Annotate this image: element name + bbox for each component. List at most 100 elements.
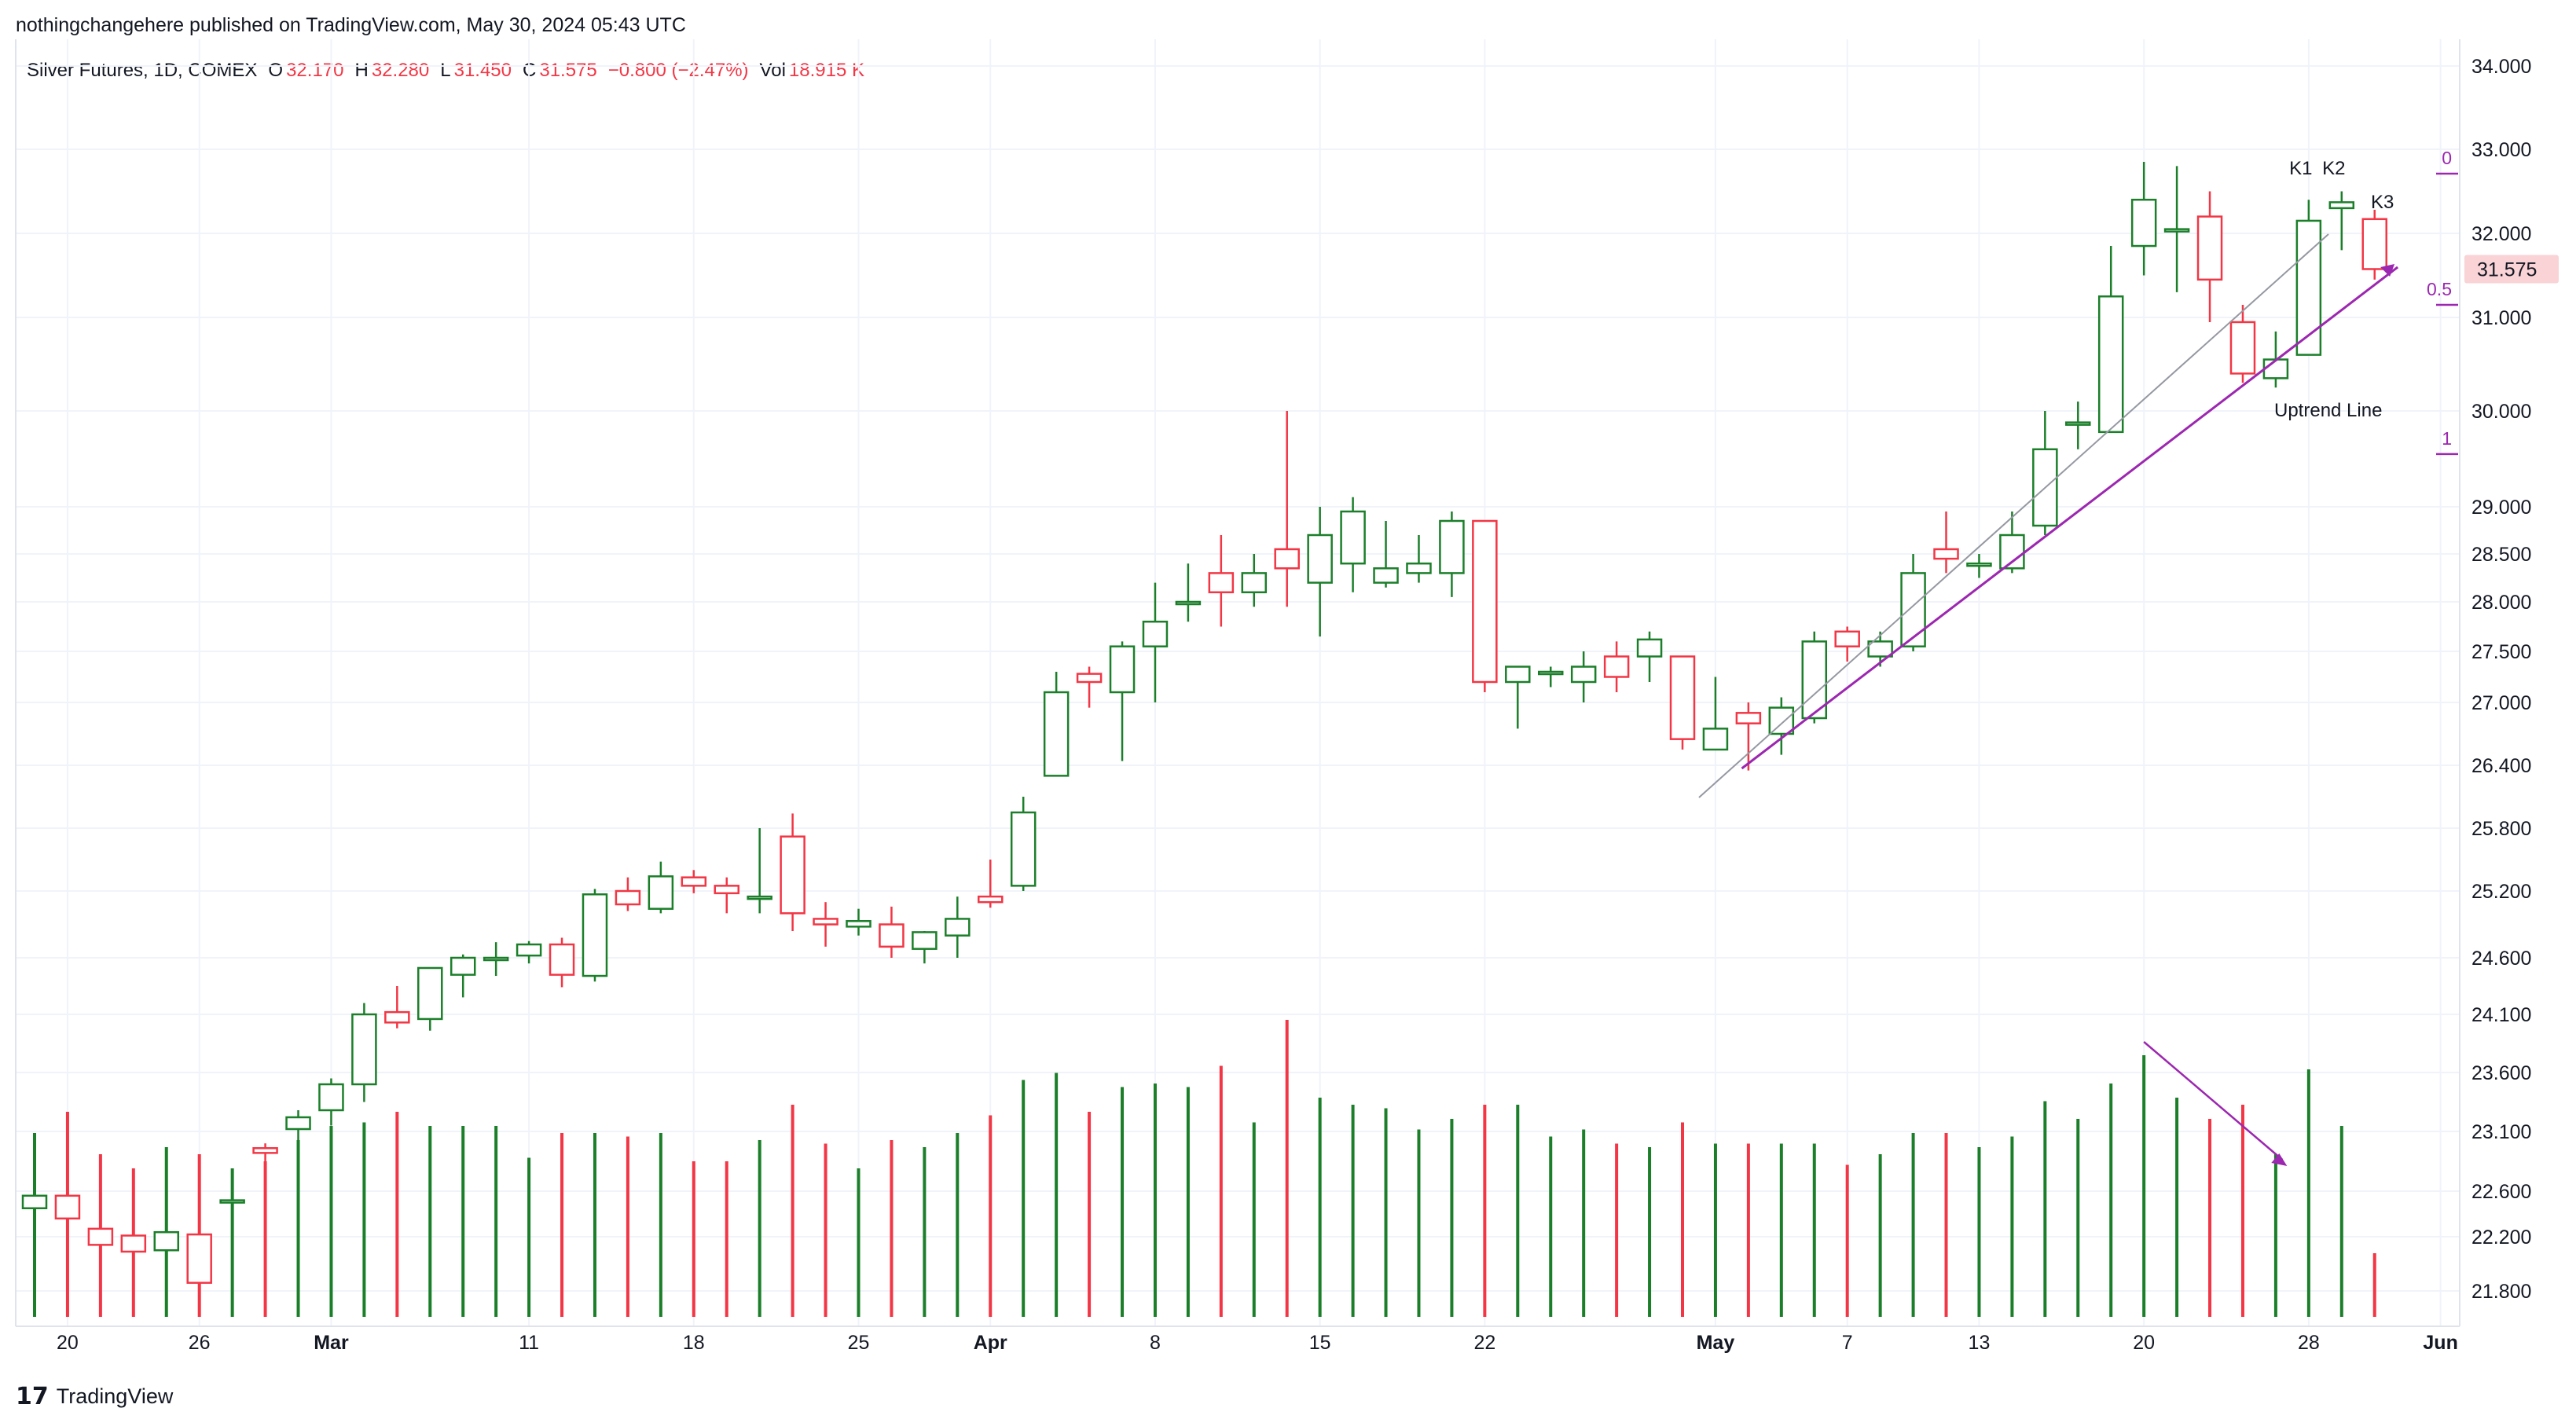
time-tick-label: Mar [314, 1332, 349, 1354]
price-tick-label: 34.000 [2471, 56, 2531, 78]
price-tick-label: 28.500 [2471, 544, 2531, 566]
time-tick-label: 22 [1473, 1332, 1495, 1354]
time-tick-label: 25 [848, 1332, 870, 1354]
time-tick-label: May [1697, 1332, 1735, 1354]
symbol-legend: Silver Futures, 1D, COMEX O 32.170 H 32.280 L… [27, 60, 868, 82]
time-tick-label: 20 [57, 1332, 79, 1354]
last-price-tag [2464, 255, 2559, 284]
candle-body [450, 956, 476, 976]
candle-body [1603, 655, 1630, 678]
time-tick-label: 28 [2298, 1332, 2320, 1354]
volume-label: Vol [759, 60, 786, 81]
tradingview-logo-icon[interactable]: 17 [16, 1383, 49, 1410]
candle-body [1537, 670, 1564, 676]
time-tick-label: Apr [974, 1332, 1007, 1354]
candle-body [1867, 640, 1893, 658]
volume-arrowhead [2271, 1153, 2288, 1166]
high-value: 32.280 [371, 60, 430, 81]
candle-body [1505, 666, 1531, 684]
candle-body [1768, 706, 1795, 735]
candle-body [747, 895, 772, 900]
candle-body [219, 1199, 245, 1204]
candle-body [1900, 572, 1926, 647]
uptrend-label: Uptrend Line [2274, 400, 2382, 421]
price-tick-label: 22.600 [2471, 1181, 2531, 1203]
trend-line-thin [1698, 233, 2329, 798]
candle-body [417, 966, 443, 1021]
price-tick-label: 23.100 [2471, 1121, 2531, 1143]
candle-body [1439, 519, 1465, 574]
time-tick-label: 26 [189, 1332, 211, 1354]
candle-body [681, 876, 707, 887]
tradingview-brand[interactable]: TradingView [56, 1384, 174, 1408]
candle-body [2229, 321, 2256, 375]
publisher-header: nothingchangehere published on TradingVi… [16, 14, 686, 36]
open-value: 32.170 [286, 60, 344, 81]
candle-body [1834, 630, 1860, 647]
candle-body [318, 1083, 344, 1112]
candle-body [186, 1233, 212, 1284]
candle-body [1669, 655, 1696, 740]
candle-body [1010, 811, 1037, 887]
candle-body [2328, 201, 2355, 210]
candle-body [1208, 572, 1235, 594]
open-label: O [268, 60, 284, 81]
candle-label: K2 [2322, 158, 2345, 179]
candle-body [483, 956, 509, 962]
price-tick-label: 21.800 [2471, 1281, 2531, 1303]
price-tick-label: 23.600 [2471, 1062, 2531, 1084]
volume-value: 18.915 K [788, 60, 865, 81]
price-tick-label: 28.000 [2471, 592, 2531, 614]
candle-body [384, 1010, 410, 1024]
candle-body [2295, 219, 2322, 356]
candle-body [2196, 215, 2223, 281]
candle-body [120, 1234, 147, 1253]
candle-body [1175, 600, 1202, 606]
candle-body [516, 943, 542, 957]
candle-body [1406, 562, 1432, 574]
candle-body [2065, 421, 2091, 426]
candle-body [351, 1013, 377, 1086]
fib-level-label: 1 [2442, 428, 2452, 449]
uptrend-arrowhead [2380, 264, 2395, 277]
candle-body [912, 931, 938, 950]
price-tick-label: 32.000 [2471, 223, 2531, 245]
candle-body [1076, 673, 1103, 684]
price-tick-label: 26.400 [2471, 755, 2531, 777]
candle-body [87, 1227, 114, 1246]
time-tick-label: 13 [1969, 1332, 1991, 1354]
candle-body [945, 918, 971, 937]
candle-body [2262, 358, 2289, 380]
last-price-value: 31.575 [2477, 258, 2537, 280]
price-tick-label: 24.100 [2471, 1004, 2531, 1026]
candle-body [1043, 691, 1070, 777]
fib-level-label: 0 [2442, 148, 2452, 168]
candle-body [1636, 638, 1663, 658]
candle-body [1307, 534, 1333, 584]
candle-body [582, 893, 608, 977]
price-tick-label: 22.200 [2471, 1226, 2531, 1248]
candle-body [549, 943, 575, 976]
candle-label: K3 [2371, 192, 2394, 213]
candle-body [1702, 728, 1729, 751]
candle-body [714, 885, 739, 895]
symbol-name[interactable]: Silver Futures, 1D, COMEX [27, 60, 258, 81]
close-value: 31.575 [539, 60, 597, 81]
candle-body [1966, 562, 1992, 567]
volume-trend-arrow [2143, 1041, 2284, 1160]
candle-body [285, 1116, 311, 1131]
candle-body [813, 918, 838, 926]
candle-body [978, 895, 1004, 904]
candle-body [1109, 645, 1136, 694]
time-tick-label: Jun [2423, 1332, 2457, 1354]
candle-body [1472, 519, 1498, 684]
price-tick-label: 27.500 [2471, 641, 2531, 663]
price-tick-label: 27.000 [2471, 692, 2531, 714]
candle-body [252, 1147, 278, 1154]
candle-body [54, 1194, 81, 1220]
candle-body [153, 1230, 180, 1252]
candle-body [1274, 548, 1300, 570]
price-tick-label: 30.000 [2471, 401, 2531, 423]
candle-body [846, 920, 872, 928]
